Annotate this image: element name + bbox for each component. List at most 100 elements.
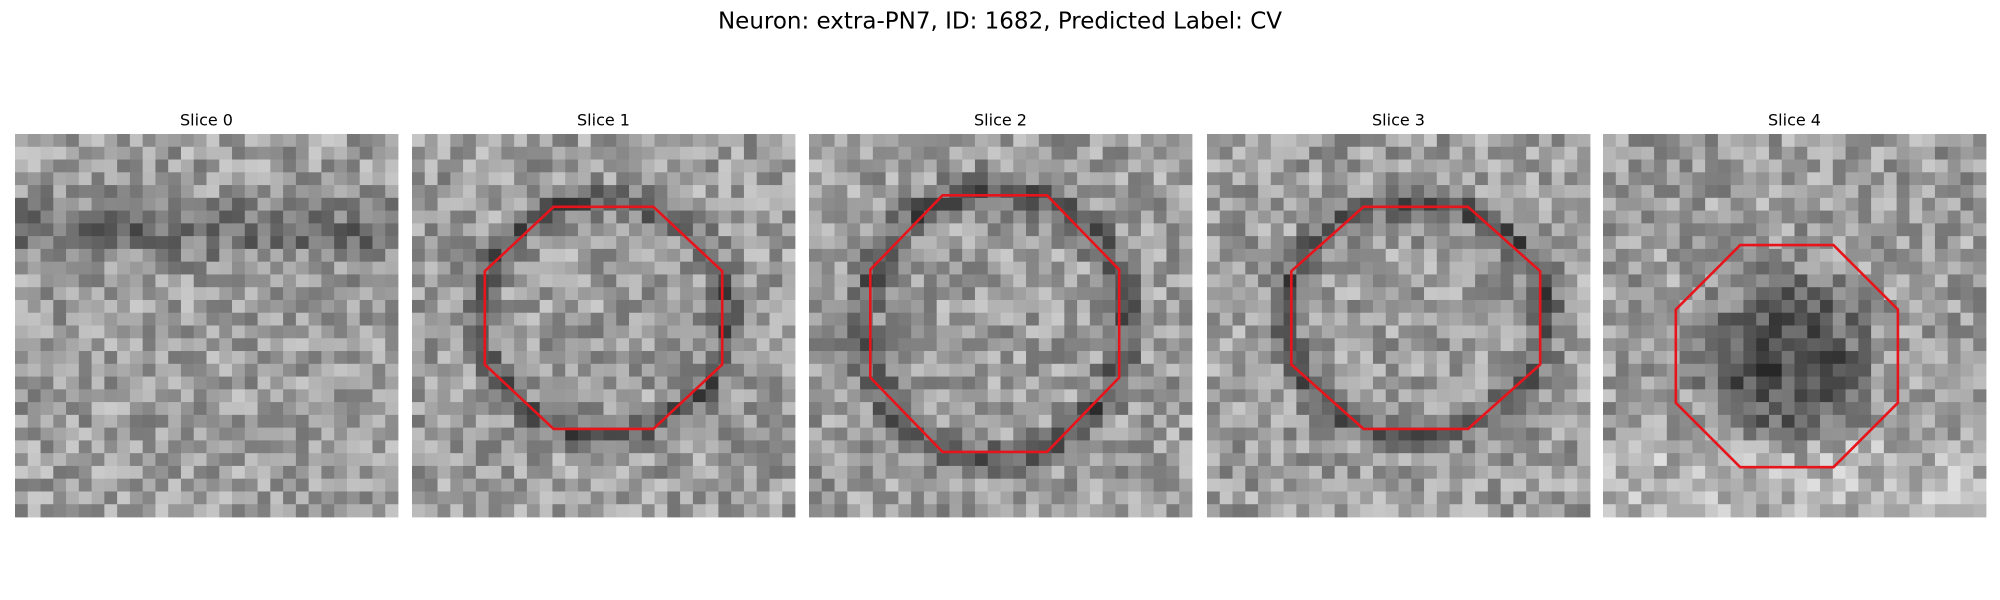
pixel (923, 376, 938, 390)
pixel (1038, 159, 1052, 173)
pixel (359, 134, 373, 148)
pixel (78, 351, 92, 365)
pixel (321, 389, 335, 403)
pixel (1051, 287, 1065, 301)
pixel (1845, 363, 1859, 377)
pixel (27, 159, 41, 173)
pixel (552, 146, 566, 160)
pixel (1077, 325, 1091, 339)
pixel (1973, 312, 1987, 326)
pixel (1462, 325, 1476, 339)
pixel (1883, 261, 1898, 275)
pixel (385, 134, 399, 148)
pixel (1398, 389, 1412, 403)
pixel (117, 274, 131, 288)
pixel (1102, 185, 1116, 199)
pixel (1615, 338, 1629, 352)
pixel (987, 146, 1001, 160)
pixel (1807, 210, 1821, 224)
pixel (117, 478, 131, 492)
pixel (1871, 363, 1885, 377)
pixel (847, 197, 861, 211)
pixel (1896, 414, 1910, 429)
pixel (898, 376, 912, 390)
pixel (1538, 376, 1553, 390)
pixel (834, 325, 848, 339)
pixel (501, 261, 515, 275)
pixel (1436, 312, 1450, 326)
pixel (1270, 159, 1284, 173)
pixel (514, 146, 528, 160)
pixel (743, 159, 758, 173)
pixel (1717, 427, 1732, 441)
pixel (219, 465, 233, 480)
pixel (898, 440, 912, 454)
pixel (1705, 414, 1719, 429)
pixel (1858, 402, 1872, 416)
pixel (1768, 185, 1783, 199)
pixel (1603, 478, 1617, 492)
pixel (412, 351, 426, 365)
pixel (1077, 299, 1091, 314)
pixel (705, 389, 719, 403)
pixel (244, 504, 258, 518)
pixel (641, 402, 655, 416)
pixel (295, 440, 310, 454)
pixel (1462, 248, 1476, 263)
pixel (1692, 376, 1706, 390)
pixel (629, 299, 643, 314)
pixel (270, 338, 284, 352)
pixel (1334, 491, 1348, 505)
pixel (603, 363, 617, 377)
pixel (974, 504, 989, 518)
pixel (104, 389, 118, 403)
pixel (705, 223, 719, 237)
pixel (514, 159, 528, 173)
pixel (91, 223, 105, 237)
pixel (641, 197, 655, 211)
pixel (641, 491, 655, 505)
pixel (1807, 414, 1821, 429)
pixel (731, 465, 745, 480)
pixel (1462, 402, 1476, 416)
pixel (1166, 427, 1180, 441)
pixel (308, 134, 322, 148)
pixel (936, 159, 950, 173)
pixel (206, 427, 220, 441)
pixel (129, 299, 144, 314)
pixel (936, 453, 950, 467)
pixel (1820, 402, 1834, 416)
pixel (321, 453, 335, 467)
pixel (1551, 351, 1565, 365)
pixel (1871, 236, 1885, 250)
pixel (834, 402, 848, 416)
pixel (1360, 465, 1374, 480)
pixel (987, 440, 1001, 454)
pixel (1411, 453, 1425, 467)
pixel (1768, 351, 1783, 365)
pixel (1000, 440, 1014, 454)
pixel (180, 274, 195, 288)
pixel (1334, 287, 1348, 301)
pixel (1820, 299, 1834, 314)
pixel (1232, 223, 1246, 237)
pixel (552, 402, 566, 416)
pixel (680, 146, 694, 160)
pixel (1743, 453, 1757, 467)
pixel (15, 236, 29, 250)
pixel (488, 274, 502, 288)
pixel (53, 363, 67, 377)
pixel (283, 427, 297, 441)
pixel (743, 146, 758, 160)
pixel (53, 261, 67, 275)
pixel (616, 453, 630, 467)
pixel (1245, 185, 1259, 199)
pixel (1102, 248, 1116, 263)
pixel (66, 134, 80, 148)
pixel (1654, 248, 1668, 263)
pixel (1615, 414, 1629, 429)
pixel (1166, 146, 1180, 160)
pixel (1128, 172, 1142, 186)
pixel (232, 172, 246, 186)
pixel (616, 185, 630, 199)
